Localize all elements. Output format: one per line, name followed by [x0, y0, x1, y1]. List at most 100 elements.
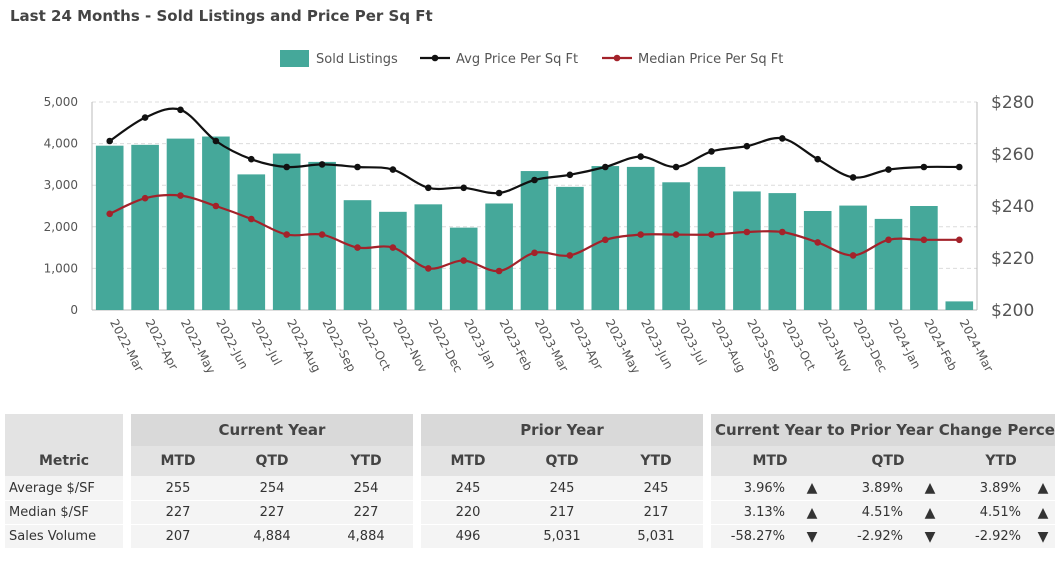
x-tick-label: 2024-Mar [957, 317, 996, 374]
header-prior-qtd: QTD [515, 446, 610, 476]
bar-sold-listings [237, 174, 266, 310]
group-prior-year: Prior Year [421, 414, 704, 446]
change-percent: 4.51% [947, 500, 1032, 524]
gap [703, 524, 712, 548]
bar-sold-listings [662, 182, 690, 310]
median-price-point [814, 239, 821, 246]
table-row: Average $/SF 255 254 254 245 245 245 3.96% ▲ 3.89… [5, 476, 1056, 500]
avg-price-point [566, 171, 574, 179]
left-tick-label: 0 [70, 303, 78, 317]
x-tick-label: 2023-May [603, 317, 643, 376]
x-tick-label: 2023-Jun [638, 317, 676, 372]
header-cur-ytd: YTD [319, 446, 414, 476]
metric-name: Median $/SF [5, 500, 123, 524]
metrics-table: Current Year Prior Year Current Year to … [5, 414, 1056, 548]
bar-sold-listings [874, 218, 903, 310]
median-price-point [849, 252, 857, 259]
gap [123, 500, 131, 524]
bar-sold-listings [95, 145, 124, 310]
bar-sold-listings [945, 301, 974, 310]
header-chg-mtd: MTD [711, 446, 830, 476]
right-tick-label: $260 [991, 145, 1034, 165]
right-tick-label: $200 [991, 301, 1034, 321]
legend-marker-median [613, 54, 621, 62]
avg-price-point [354, 163, 361, 171]
bar-sold-listings [202, 136, 230, 310]
avg-price-point [849, 174, 857, 181]
legend-label-sold-listings: Sold Listings [316, 52, 398, 67]
right-tick-label: $240 [991, 197, 1034, 217]
gap [413, 500, 422, 524]
arrow-up-icon: ▲ [795, 476, 830, 500]
bar-sold-listings [733, 191, 761, 310]
header-chg-ytd: YTD [947, 446, 1056, 476]
bar-sold-listings [379, 211, 407, 310]
legend-marker-avg [431, 54, 439, 62]
avg-price-point [779, 135, 786, 142]
current-year-value: 4,884 [319, 524, 414, 548]
median-price-point [495, 267, 503, 275]
legend-label-median: Median Price Per Sq Ft [638, 52, 783, 67]
bar-sold-listings [910, 206, 938, 310]
x-tick-label: 2022-Sep [319, 317, 358, 374]
bar-sold-listings [485, 203, 513, 310]
median-price-point [885, 236, 892, 244]
bar-sold-listings [131, 144, 159, 310]
header-prior-ytd: YTD [609, 446, 704, 476]
legend-swatch-sold-listings [280, 50, 309, 67]
bar-sold-listings [556, 186, 584, 310]
right-tick-label: $220 [991, 249, 1034, 269]
gap [123, 524, 131, 548]
x-tick-label: 2023-Jul [673, 317, 709, 368]
median-price-point [141, 194, 149, 202]
avg-price-point [425, 184, 432, 192]
prior-year-value: 217 [515, 500, 610, 524]
x-tick-label: 2023-Feb [496, 317, 535, 373]
bar-sold-listings [449, 227, 478, 310]
current-year-value: 227 [319, 500, 414, 524]
avg-price-point [956, 163, 963, 171]
avg-price-point [814, 155, 821, 163]
x-tick-label: 2022-Aug [284, 317, 324, 375]
bar-sold-listings [343, 200, 372, 310]
median-price-point [389, 244, 397, 251]
avg-price-point [106, 137, 113, 145]
median-price-point [708, 231, 715, 238]
current-year-value: 207 [131, 524, 225, 548]
x-tick-label: 2024-Jan [886, 317, 924, 371]
x-tick-label: 2024-Feb [921, 317, 960, 373]
x-tick-label: 2023-Apr [567, 317, 605, 373]
bar-sold-listings [697, 166, 726, 310]
prior-year-value: 5,031 [609, 524, 704, 548]
header-cur-qtd: QTD [225, 446, 319, 476]
current-year-value: 255 [131, 476, 225, 500]
arrow-down-icon: ▼ [795, 524, 830, 548]
header-chg-qtd: QTD [829, 446, 948, 476]
x-tick-label: 2023-Dec [850, 317, 890, 375]
x-tick-label: 2022-Jul [249, 317, 285, 368]
avg-price-point [531, 176, 538, 184]
left-tick-label: 1,000 [44, 261, 78, 275]
median-price-point [283, 231, 291, 238]
avg-price-point [495, 189, 503, 197]
left-tick-label: 3,000 [44, 178, 78, 192]
arrow-up-icon: ▲ [1031, 476, 1056, 500]
bar-sold-listings [803, 210, 832, 310]
prior-year-value: 245 [421, 476, 516, 500]
median-price-point [460, 257, 468, 264]
left-tick-label: 2,000 [44, 220, 78, 234]
change-percent: -2.92% [947, 524, 1032, 548]
avg-price-point [212, 137, 220, 145]
median-price-point [602, 236, 609, 244]
avg-price-point [318, 161, 326, 168]
x-tick-label: 2022-Jun [213, 317, 251, 372]
x-tick-label: 2022-Oct [355, 317, 394, 373]
median-price-point [177, 192, 184, 199]
left-tick-label: 5,000 [44, 95, 78, 109]
median-price-point [743, 228, 751, 236]
arrow-down-icon: ▼ [1031, 524, 1056, 548]
median-price-point [920, 236, 928, 244]
header-metric: Metric [5, 446, 123, 476]
gap [123, 476, 131, 500]
median-price-point [637, 231, 644, 238]
